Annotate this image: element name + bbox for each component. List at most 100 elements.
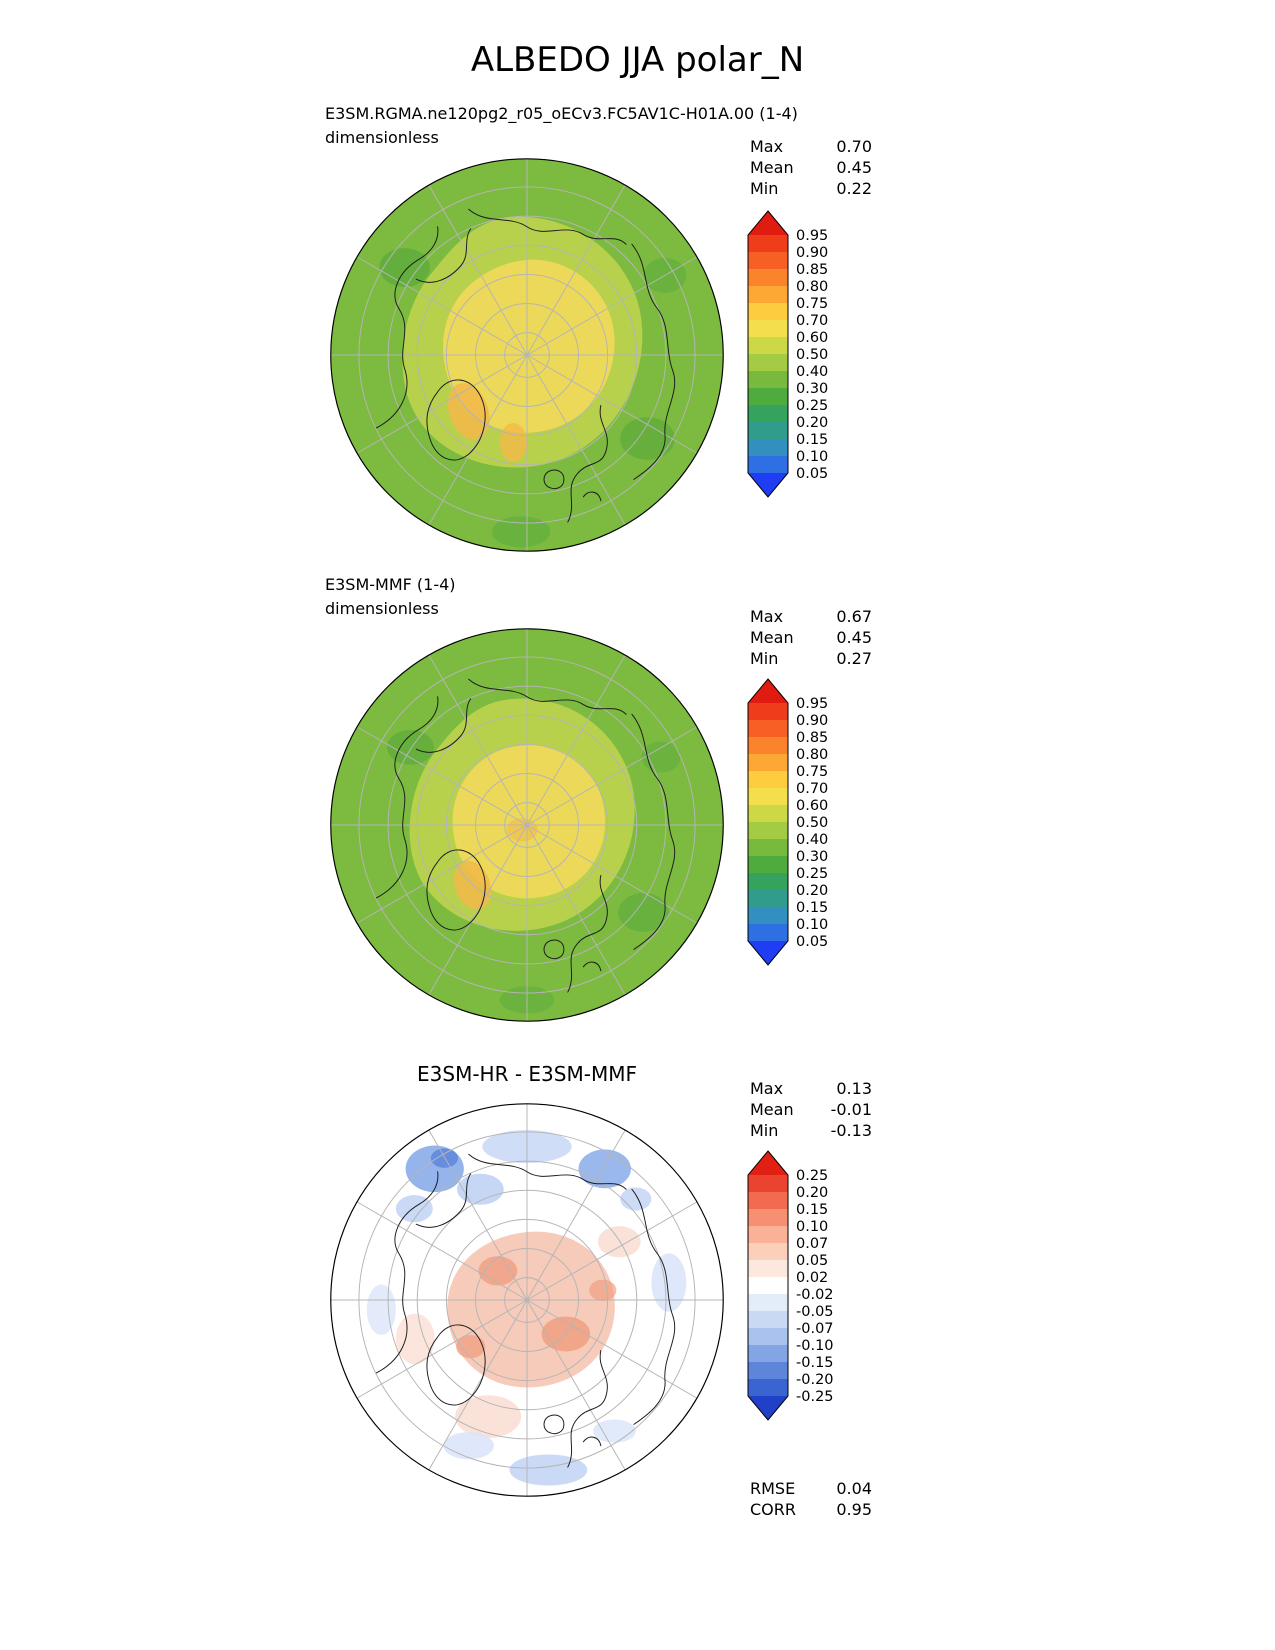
stat-label-mean: Mean bbox=[750, 628, 794, 647]
stat-value-mean: 0.45 bbox=[836, 628, 872, 647]
svg-text:0.40: 0.40 bbox=[796, 832, 828, 848]
svg-text:0.95: 0.95 bbox=[796, 696, 828, 712]
stat-row-min: Min 0.27 bbox=[750, 648, 872, 669]
stat-row-corr: CORR 0.95 bbox=[750, 1499, 872, 1520]
panel3-extra-stats: RMSE 0.04 CORR 0.95 bbox=[750, 1478, 872, 1520]
svg-text:0.05: 0.05 bbox=[796, 466, 828, 482]
stat-label-min: Min bbox=[750, 649, 779, 668]
svg-text:0.80: 0.80 bbox=[796, 747, 828, 763]
panel2-stats: Max 0.67 Mean 0.45 Min 0.27 bbox=[750, 606, 872, 669]
map2-coastlines bbox=[375, 678, 676, 993]
stat-row-rmse: RMSE 0.04 bbox=[750, 1478, 872, 1499]
svg-text:0.20: 0.20 bbox=[796, 415, 828, 431]
stat-value-max: 0.70 bbox=[836, 137, 872, 156]
stat-row-mean: Mean 0.45 bbox=[750, 157, 872, 178]
stat-value-min: 0.22 bbox=[836, 179, 872, 198]
map1-fill-layer bbox=[330, 158, 724, 552]
stat-label-corr: CORR bbox=[750, 1500, 796, 1519]
stat-label-min: Min bbox=[750, 179, 779, 198]
stat-row-min: Min 0.22 bbox=[750, 178, 872, 199]
polar-map-difference bbox=[330, 1103, 724, 1497]
svg-text:-0.15: -0.15 bbox=[796, 1355, 834, 1371]
panel3-stats: Max 0.13 Mean -0.01 Min -0.13 bbox=[750, 1078, 872, 1141]
svg-text:0.80: 0.80 bbox=[796, 279, 828, 295]
colorbar-model2: 0.950.900.850.800.750.700.600.500.400.30… bbox=[747, 678, 828, 966]
stat-row-max: Max 0.70 bbox=[750, 136, 872, 157]
svg-text:0.25: 0.25 bbox=[796, 398, 828, 414]
map1-graticule bbox=[330, 158, 724, 552]
svg-text:0.40: 0.40 bbox=[796, 364, 828, 380]
map3-coastlines bbox=[375, 1153, 676, 1468]
stat-value-mean: -0.01 bbox=[830, 1100, 872, 1119]
panel1-units: dimensionless bbox=[325, 128, 439, 147]
stat-value-rmse: 0.04 bbox=[836, 1479, 872, 1498]
svg-text:0.95: 0.95 bbox=[796, 228, 828, 244]
map3-fill-layer bbox=[330, 1103, 724, 1497]
polar-map-model2 bbox=[330, 628, 724, 1022]
svg-text:0.20: 0.20 bbox=[796, 1185, 828, 1201]
map1-boundary bbox=[330, 158, 724, 552]
svg-text:0.10: 0.10 bbox=[796, 1219, 828, 1235]
svg-text:0.25: 0.25 bbox=[796, 866, 828, 882]
map3-graticule bbox=[330, 1103, 724, 1497]
svg-text:-0.02: -0.02 bbox=[796, 1287, 834, 1303]
svg-text:-0.25: -0.25 bbox=[796, 1389, 834, 1405]
stat-label-max: Max bbox=[750, 607, 784, 626]
figure-title: ALBEDO JJA polar_N bbox=[470, 40, 805, 80]
panel2-label: E3SM-MMF (1-4) bbox=[325, 575, 456, 594]
svg-text:0.05: 0.05 bbox=[796, 934, 828, 950]
stat-row-mean: Mean 0.45 bbox=[750, 627, 872, 648]
svg-text:0.90: 0.90 bbox=[796, 245, 828, 261]
svg-text:-0.05: -0.05 bbox=[796, 1304, 834, 1320]
svg-text:0.25: 0.25 bbox=[796, 1168, 828, 1184]
map2-fill-layer bbox=[330, 628, 724, 1022]
svg-text:0.50: 0.50 bbox=[796, 347, 828, 363]
stat-label-max: Max bbox=[750, 137, 784, 156]
svg-text:0.07: 0.07 bbox=[796, 1236, 828, 1252]
map2-graticule bbox=[330, 628, 724, 1022]
svg-text:0.05: 0.05 bbox=[796, 1253, 828, 1269]
svg-text:0.85: 0.85 bbox=[796, 730, 828, 746]
svg-text:0.60: 0.60 bbox=[796, 330, 828, 346]
stat-label-mean: Mean bbox=[750, 1100, 794, 1119]
stat-value-corr: 0.95 bbox=[836, 1500, 872, 1519]
panel1-stats: Max 0.70 Mean 0.45 Min 0.22 bbox=[750, 136, 872, 199]
svg-text:0.15: 0.15 bbox=[796, 432, 828, 448]
stat-row-max: Max 0.13 bbox=[750, 1078, 872, 1099]
svg-text:0.02: 0.02 bbox=[796, 1270, 828, 1286]
svg-text:-0.10: -0.10 bbox=[796, 1338, 834, 1354]
svg-text:-0.07: -0.07 bbox=[796, 1321, 834, 1337]
map2-boundary bbox=[330, 628, 724, 1022]
stat-value-mean: 0.45 bbox=[836, 158, 872, 177]
colorbar-model1: 0.950.900.850.800.750.700.600.500.400.30… bbox=[747, 210, 828, 498]
stat-label-min: Min bbox=[750, 1121, 779, 1140]
stat-value-max: 0.13 bbox=[836, 1079, 872, 1098]
svg-text:-0.20: -0.20 bbox=[796, 1372, 834, 1388]
stat-value-min: 0.27 bbox=[836, 649, 872, 668]
svg-text:0.70: 0.70 bbox=[796, 781, 828, 797]
svg-text:0.50: 0.50 bbox=[796, 815, 828, 831]
panel3-title: E3SM-HR - E3SM-MMF bbox=[417, 1062, 637, 1086]
stat-value-min: -0.13 bbox=[830, 1121, 872, 1140]
stat-label-max: Max bbox=[750, 1079, 784, 1098]
svg-text:0.15: 0.15 bbox=[796, 1202, 828, 1218]
svg-text:0.15: 0.15 bbox=[796, 900, 828, 916]
stat-row-mean: Mean -0.01 bbox=[750, 1099, 872, 1120]
svg-text:0.60: 0.60 bbox=[796, 798, 828, 814]
svg-text:0.90: 0.90 bbox=[796, 713, 828, 729]
stat-label-rmse: RMSE bbox=[750, 1479, 796, 1498]
svg-text:0.10: 0.10 bbox=[796, 449, 828, 465]
panel1-label: E3SM.RGMA.ne120pg2_r05_oECv3.FC5AV1C-H01… bbox=[325, 104, 798, 123]
svg-text:0.75: 0.75 bbox=[796, 296, 828, 312]
svg-text:0.30: 0.30 bbox=[796, 381, 828, 397]
svg-text:0.20: 0.20 bbox=[796, 883, 828, 899]
svg-text:0.30: 0.30 bbox=[796, 849, 828, 865]
colorbar-difference: 0.250.200.150.100.070.050.02-0.02-0.05-0… bbox=[747, 1150, 834, 1421]
stat-label-mean: Mean bbox=[750, 158, 794, 177]
svg-text:0.75: 0.75 bbox=[796, 764, 828, 780]
map3-boundary bbox=[330, 1103, 724, 1497]
stat-row-min: Min -0.13 bbox=[750, 1120, 872, 1141]
svg-text:0.85: 0.85 bbox=[796, 262, 828, 278]
stat-value-max: 0.67 bbox=[836, 607, 872, 626]
